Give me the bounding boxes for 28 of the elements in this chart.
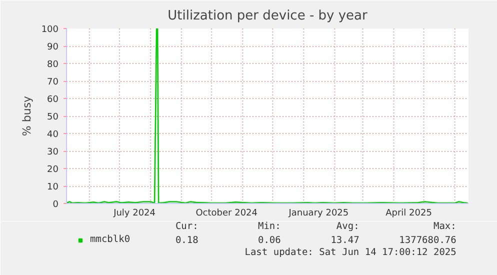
y-tick-label: 20 bbox=[47, 165, 59, 175]
text: Last update: Sat Jun 14 17:00:12 2025 bbox=[244, 247, 456, 258]
text: 0.18 bbox=[175, 235, 199, 246]
y-tick-label: 60 bbox=[47, 95, 59, 105]
y-axis-title: % busy bbox=[20, 95, 34, 136]
text: 0.06 bbox=[258, 235, 282, 246]
text: Min: bbox=[258, 221, 281, 232]
x-tick-label: October 2024 bbox=[196, 208, 258, 218]
legend-label: mmcblk0 bbox=[90, 234, 130, 245]
x-tick-label: July 2024 bbox=[112, 208, 156, 218]
y-tick-label: 30 bbox=[47, 148, 59, 158]
text: Avg: bbox=[336, 221, 360, 232]
y-tick-label: 40 bbox=[47, 130, 59, 140]
x-tick-label: April 2025 bbox=[386, 208, 432, 218]
y-tick-label: 0 bbox=[52, 200, 59, 210]
y-tick-label: 90 bbox=[47, 42, 59, 52]
chart-title: Utilization per device - by year bbox=[168, 8, 368, 24]
text: Cur: bbox=[175, 221, 198, 232]
y-tick-label: 100 bbox=[41, 25, 59, 35]
y-tick-label: 50 bbox=[47, 112, 59, 122]
y-tick-label: 70 bbox=[47, 78, 59, 88]
y-tick-label: 10 bbox=[47, 182, 59, 192]
text: 13.47 bbox=[330, 235, 360, 246]
line-series bbox=[66, 28, 468, 204]
text: Max: bbox=[433, 221, 456, 232]
x-tick-label: January 2025 bbox=[288, 208, 349, 218]
text: 1377680.76 bbox=[399, 235, 457, 246]
y-tick-label: 80 bbox=[47, 60, 59, 70]
